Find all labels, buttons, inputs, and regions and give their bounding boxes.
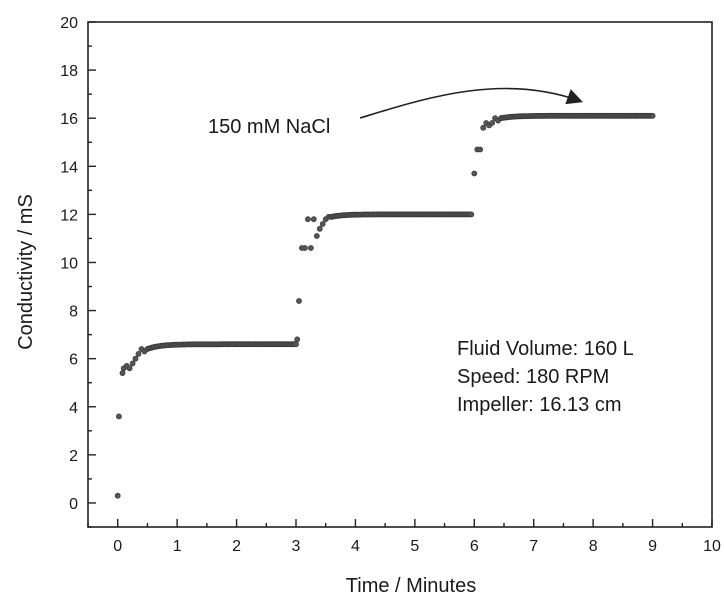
y-tick-label-8: 8: [69, 304, 78, 321]
x-axis-title: Time / Minutes: [346, 575, 476, 597]
y-tick-label-12: 12: [60, 207, 78, 224]
data-point-207: [480, 124, 487, 131]
y-tick-label-6: 6: [69, 352, 78, 369]
y-tick-label-10: 10: [60, 255, 78, 272]
annotation-arrow: [359, 87, 584, 119]
y-tick-label-16: 16: [60, 111, 78, 128]
data-point-102: [296, 298, 302, 304]
x-tick-label-7: 7: [529, 538, 538, 555]
x-tick-label-5: 5: [410, 538, 419, 555]
data-point-2: [119, 370, 126, 376]
x-tick-label-6: 6: [470, 538, 479, 555]
arrow-annotation-label: 150 mM NaCl: [208, 116, 330, 138]
data-point-6: [129, 360, 136, 367]
y-tick-label-14: 14: [60, 159, 78, 176]
data-point-107: [310, 216, 317, 223]
data-points: [114, 112, 656, 499]
data-point-204: [471, 170, 478, 177]
data-point-7: [132, 355, 139, 362]
data-point-109: [316, 225, 323, 232]
data-point-312: [649, 112, 656, 119]
info-line-volume: Fluid Volume: 160 L: [457, 338, 634, 360]
data-point-5: [126, 365, 133, 372]
info-line-impeller: Impeller: 16.13 cm: [457, 394, 622, 416]
data-point-1: [116, 413, 122, 420]
data-point-100: [293, 341, 299, 348]
data-point-108: [313, 233, 320, 239]
data-point-110: [319, 221, 326, 227]
x-tick-label-2: 2: [232, 538, 241, 555]
x-tick-label-9: 9: [648, 538, 657, 555]
x-tick-label-10: 10: [703, 538, 721, 555]
y-tick-label-18: 18: [60, 63, 78, 80]
data-point-210: [489, 120, 495, 126]
info-line-speed: Speed: 180 RPM: [457, 366, 609, 388]
y-tick-label-20: 20: [60, 15, 78, 32]
y-tick-label-2: 2: [69, 448, 78, 465]
y-tick-label-4: 4: [69, 400, 78, 417]
data-point-106: [307, 245, 314, 251]
y-tick-label-0: 0: [69, 496, 78, 513]
data-point-203: [468, 211, 475, 218]
x-tick-label-4: 4: [351, 538, 360, 555]
x-tick-label-0: 0: [113, 538, 122, 555]
data-point-104: [301, 245, 308, 251]
data-point-105: [304, 216, 311, 223]
data-point-101: [294, 336, 301, 343]
data-point-8: [135, 350, 142, 357]
data-point-206: [477, 146, 484, 153]
plot-frame: [87, 21, 713, 528]
x-tick-label-8: 8: [589, 538, 598, 555]
x-tick-label-1: 1: [173, 538, 182, 555]
y-axis-title: Conductivity / mS: [15, 194, 37, 350]
x-tick-label-3: 3: [292, 538, 301, 555]
data-point-0: [114, 492, 121, 499]
